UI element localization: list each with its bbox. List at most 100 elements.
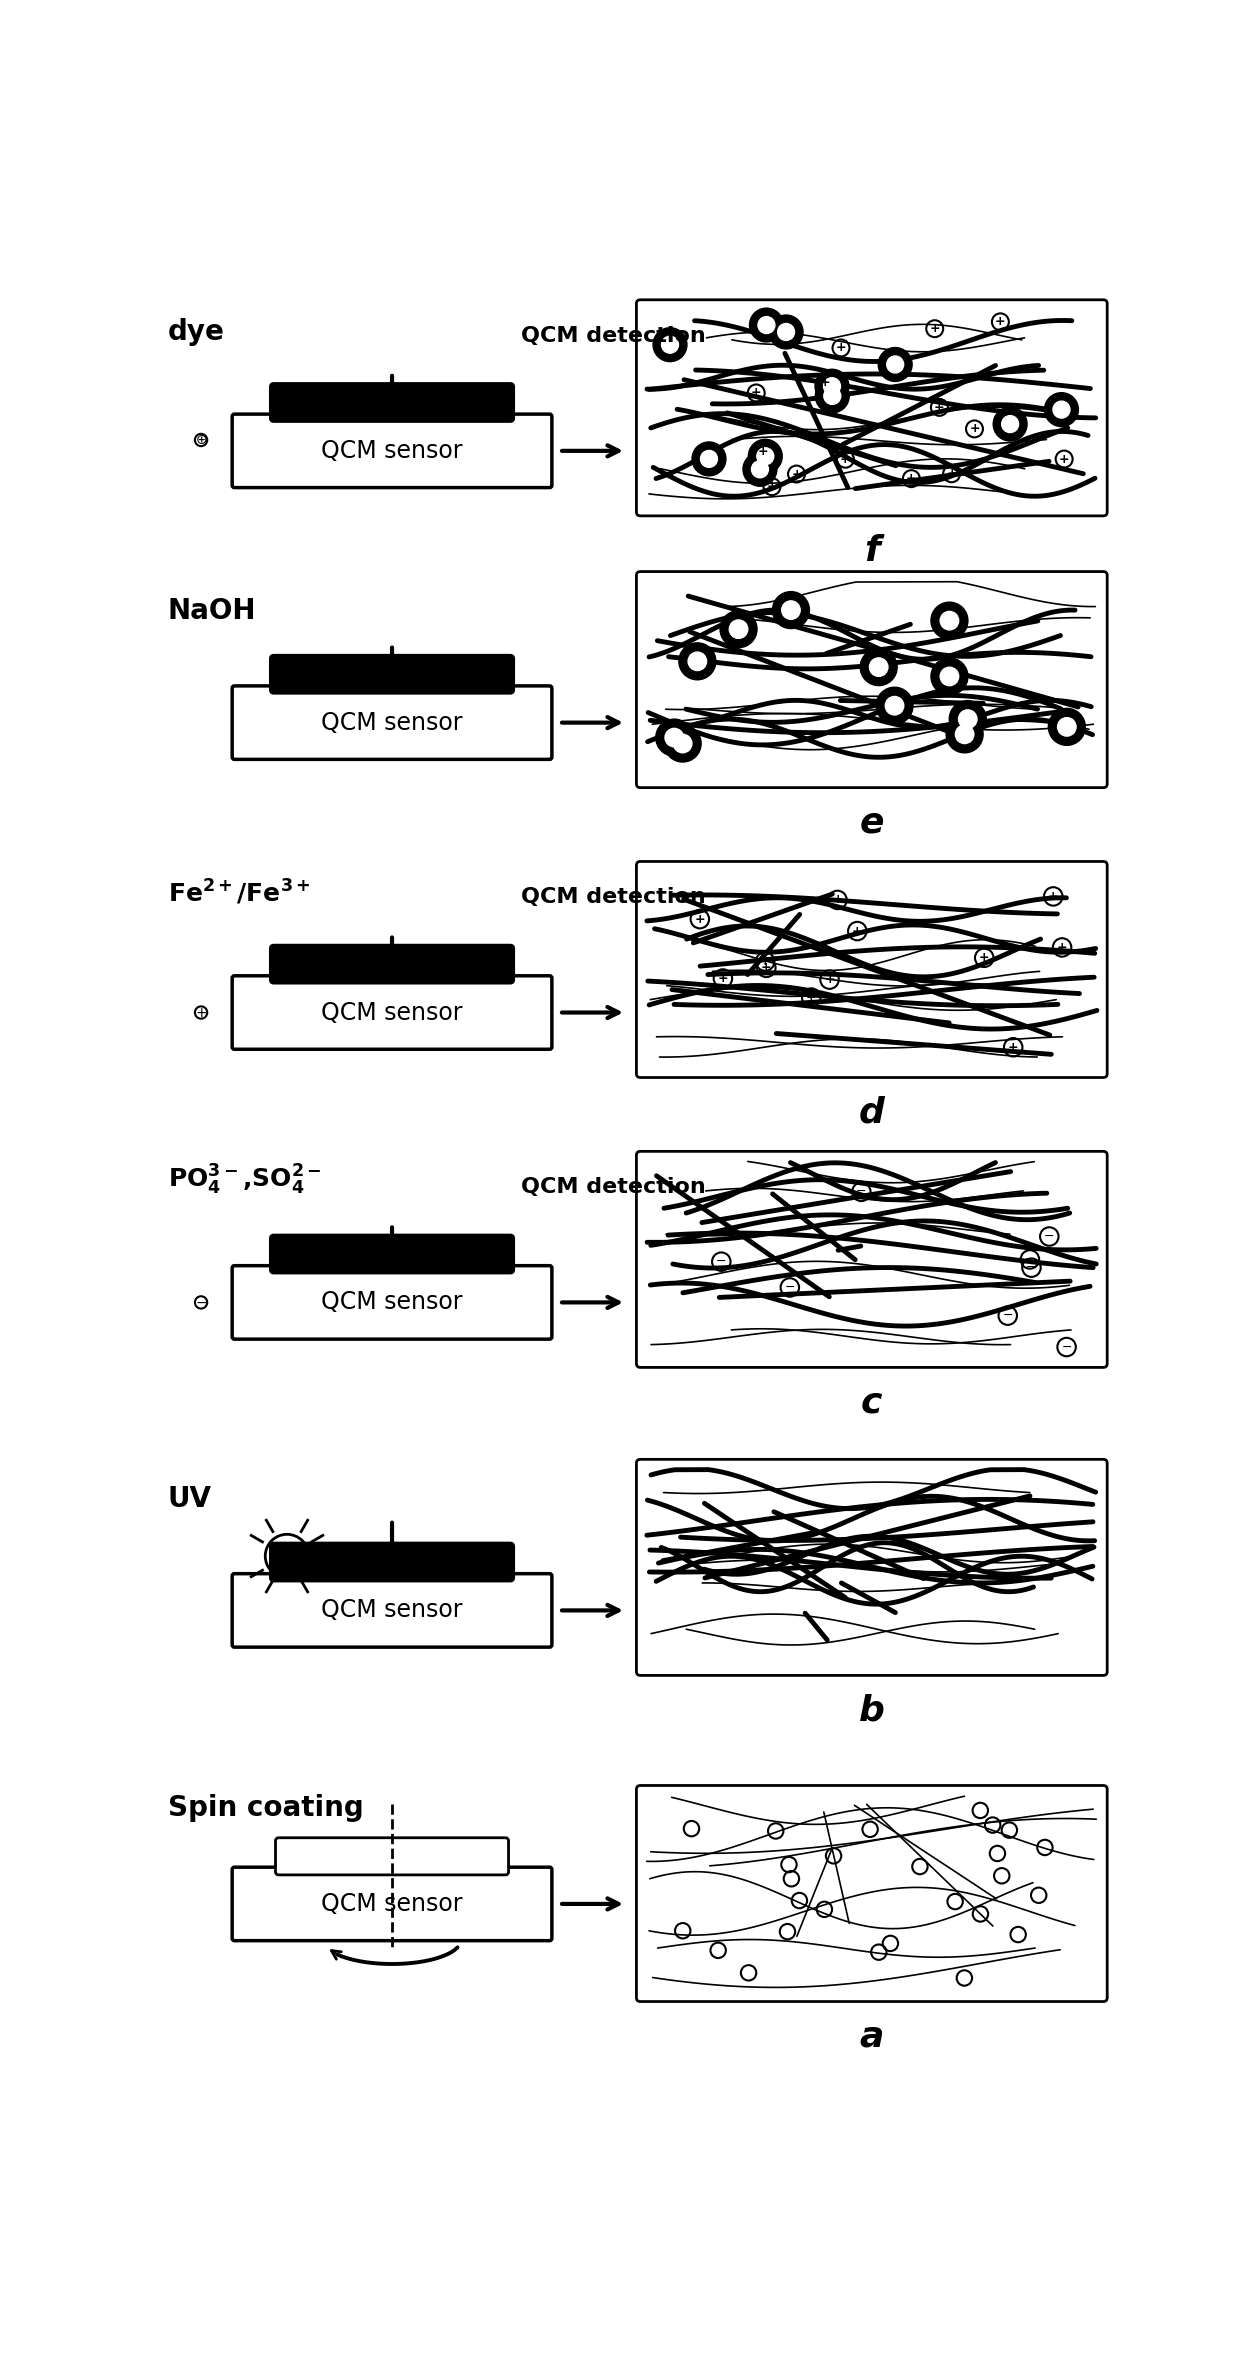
Text: +: + xyxy=(751,386,761,400)
Text: f: f xyxy=(864,534,879,567)
Text: Spin coating: Spin coating xyxy=(167,1795,363,1824)
Circle shape xyxy=(940,668,959,685)
Circle shape xyxy=(931,659,968,694)
Text: +: + xyxy=(760,955,770,967)
Text: +: + xyxy=(1056,941,1068,953)
Circle shape xyxy=(816,379,849,412)
Text: +: + xyxy=(930,322,940,334)
Circle shape xyxy=(950,701,986,736)
Text: +: + xyxy=(994,315,1006,329)
Text: −: − xyxy=(1002,1308,1013,1322)
FancyBboxPatch shape xyxy=(232,1266,552,1339)
Circle shape xyxy=(743,452,777,487)
Circle shape xyxy=(777,322,795,341)
Circle shape xyxy=(673,734,692,753)
Circle shape xyxy=(887,355,904,372)
Circle shape xyxy=(1058,718,1076,736)
Text: QCM detection: QCM detection xyxy=(521,1176,706,1198)
Circle shape xyxy=(701,449,718,468)
Text: +: + xyxy=(825,974,835,986)
FancyBboxPatch shape xyxy=(270,1235,515,1273)
Text: $\mathdefault{Fe^{2+}/Fe^{3+}}$: $\mathdefault{Fe^{2+}/Fe^{3+}}$ xyxy=(167,878,310,908)
Circle shape xyxy=(1044,393,1079,426)
Text: UV: UV xyxy=(167,1485,212,1513)
Text: +: + xyxy=(1059,452,1069,466)
Text: QCM sensor: QCM sensor xyxy=(321,440,463,464)
FancyBboxPatch shape xyxy=(636,1151,1107,1367)
Circle shape xyxy=(823,379,841,395)
Text: dye: dye xyxy=(167,318,224,346)
FancyBboxPatch shape xyxy=(232,1574,552,1647)
Circle shape xyxy=(729,619,748,638)
FancyBboxPatch shape xyxy=(232,1868,552,1941)
Circle shape xyxy=(665,729,683,746)
Text: QCM sensor: QCM sensor xyxy=(321,1000,463,1024)
Circle shape xyxy=(1053,400,1070,419)
FancyBboxPatch shape xyxy=(232,685,552,760)
Text: +: + xyxy=(791,468,802,480)
Circle shape xyxy=(692,442,725,475)
Text: +: + xyxy=(832,894,843,906)
Text: −: − xyxy=(1027,1261,1037,1275)
FancyBboxPatch shape xyxy=(636,299,1107,515)
Text: +: + xyxy=(852,925,863,936)
Text: +: + xyxy=(694,913,706,925)
Text: $\mathdefault{PO_4^{3-}}$,$\mathdefault{SO_4^{2-}}$: $\mathdefault{PO_4^{3-}}$,$\mathdefault{… xyxy=(167,1162,321,1198)
Text: QCM detection: QCM detection xyxy=(521,887,706,908)
Circle shape xyxy=(758,318,775,334)
FancyBboxPatch shape xyxy=(270,946,515,984)
Text: QCM sensor: QCM sensor xyxy=(321,1598,463,1624)
Circle shape xyxy=(751,461,769,478)
FancyBboxPatch shape xyxy=(636,1459,1107,1675)
FancyBboxPatch shape xyxy=(270,654,515,694)
Circle shape xyxy=(769,315,804,348)
FancyBboxPatch shape xyxy=(636,1786,1107,2002)
Text: −: − xyxy=(1061,1341,1071,1353)
Text: +: + xyxy=(906,473,916,485)
Text: +: + xyxy=(195,1005,207,1019)
Circle shape xyxy=(885,696,904,715)
Text: +: + xyxy=(718,972,728,986)
Circle shape xyxy=(749,308,784,341)
Text: +: + xyxy=(836,341,847,355)
Text: −: − xyxy=(856,1186,867,1198)
Text: c: c xyxy=(861,1386,883,1419)
Text: +: + xyxy=(934,400,945,414)
FancyBboxPatch shape xyxy=(270,384,515,421)
Circle shape xyxy=(773,591,810,628)
FancyBboxPatch shape xyxy=(232,976,552,1049)
Circle shape xyxy=(878,348,913,381)
FancyBboxPatch shape xyxy=(270,1544,515,1581)
Circle shape xyxy=(993,407,1027,440)
Circle shape xyxy=(823,388,841,405)
Text: NaOH: NaOH xyxy=(167,598,257,626)
Circle shape xyxy=(946,715,983,753)
FancyBboxPatch shape xyxy=(636,861,1107,1078)
Circle shape xyxy=(869,659,888,675)
FancyBboxPatch shape xyxy=(275,1838,508,1875)
Circle shape xyxy=(815,369,849,402)
Circle shape xyxy=(665,725,701,762)
Circle shape xyxy=(749,440,782,473)
Text: d: d xyxy=(859,1094,885,1129)
Text: +: + xyxy=(758,445,768,459)
Text: −: − xyxy=(715,1254,727,1268)
Circle shape xyxy=(678,642,715,680)
Circle shape xyxy=(688,652,707,671)
Text: +: + xyxy=(820,376,831,388)
Text: +: + xyxy=(761,962,771,974)
Circle shape xyxy=(720,612,758,647)
Text: ⊕: ⊕ xyxy=(195,433,207,447)
Circle shape xyxy=(861,649,898,685)
Text: +: + xyxy=(766,480,777,494)
Circle shape xyxy=(756,447,774,466)
Circle shape xyxy=(931,602,968,640)
Text: +: + xyxy=(1008,1040,1018,1054)
Text: QCM sensor: QCM sensor xyxy=(321,1289,463,1315)
Text: QCM sensor: QCM sensor xyxy=(321,711,463,734)
Text: +: + xyxy=(978,951,990,965)
Circle shape xyxy=(781,600,800,619)
FancyBboxPatch shape xyxy=(636,572,1107,788)
Text: a: a xyxy=(859,2019,884,2054)
Text: QCM detection: QCM detection xyxy=(521,325,706,346)
